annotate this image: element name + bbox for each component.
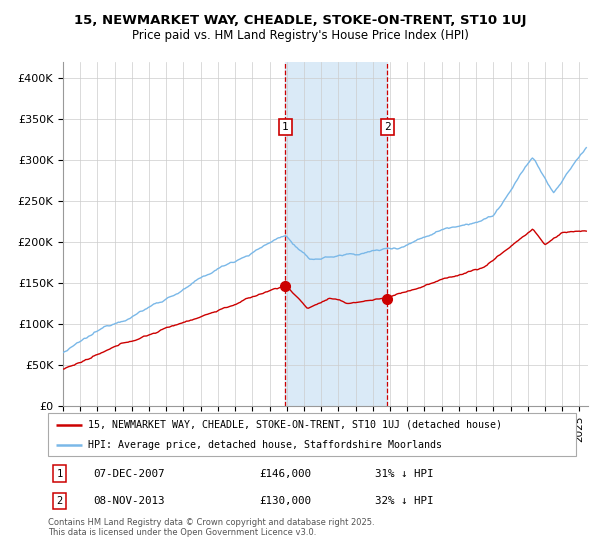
Text: 32% ↓ HPI: 32% ↓ HPI	[376, 496, 434, 506]
Text: £130,000: £130,000	[259, 496, 311, 506]
Text: 2: 2	[384, 122, 391, 132]
Text: 07-DEC-2007: 07-DEC-2007	[93, 469, 164, 479]
Text: 15, NEWMARKET WAY, CHEADLE, STOKE-ON-TRENT, ST10 1UJ: 15, NEWMARKET WAY, CHEADLE, STOKE-ON-TRE…	[74, 14, 526, 27]
Text: Contains HM Land Registry data © Crown copyright and database right 2025.
This d: Contains HM Land Registry data © Crown c…	[48, 518, 374, 538]
Text: 08-NOV-2013: 08-NOV-2013	[93, 496, 164, 506]
Text: 31% ↓ HPI: 31% ↓ HPI	[376, 469, 434, 479]
Text: 15, NEWMARKET WAY, CHEADLE, STOKE-ON-TRENT, ST10 1UJ (detached house): 15, NEWMARKET WAY, CHEADLE, STOKE-ON-TRE…	[88, 419, 502, 430]
Text: HPI: Average price, detached house, Staffordshire Moorlands: HPI: Average price, detached house, Staf…	[88, 440, 442, 450]
Bar	[286, 62, 388, 406]
Text: 2: 2	[56, 496, 63, 506]
Text: 1: 1	[282, 122, 289, 132]
Text: 1: 1	[56, 469, 63, 479]
Text: £146,000: £146,000	[259, 469, 311, 479]
Text: Price paid vs. HM Land Registry's House Price Index (HPI): Price paid vs. HM Land Registry's House …	[131, 29, 469, 42]
FancyBboxPatch shape	[48, 413, 576, 456]
